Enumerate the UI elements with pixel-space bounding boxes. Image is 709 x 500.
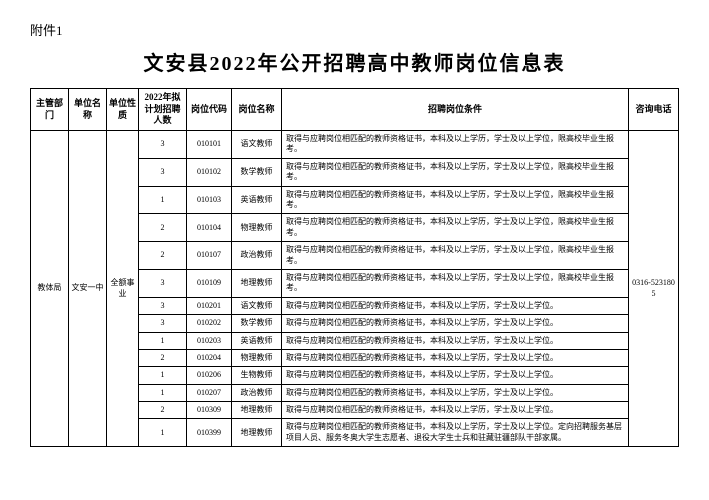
hdr-req: 招聘岗位条件 <box>282 89 629 131</box>
cell-name: 英语教师 <box>232 186 282 214</box>
table-row: 教体局文安一中全额事业3010101语文教师取得与应聘岗位相匹配的教师资格证书，… <box>31 131 679 159</box>
cell-req: 取得与应聘岗位相匹配的教师资格证书，本科及以上学历，学士及以上学位。定向招聘服务… <box>282 419 629 447</box>
table-header-row: 主管部门 单位名称 单位性质 2022年拟计划招聘人数 岗位代码 岗位名称 招聘… <box>31 89 679 131</box>
recruitment-table: 主管部门 单位名称 单位性质 2022年拟计划招聘人数 岗位代码 岗位名称 招聘… <box>30 88 679 447</box>
cell-count: 3 <box>139 131 187 159</box>
cell-code: 010201 <box>187 297 232 314</box>
cell-name: 政治教师 <box>232 242 282 270</box>
hdr-name: 岗位名称 <box>232 89 282 131</box>
cell-count: 2 <box>139 242 187 270</box>
cell-name: 数学教师 <box>232 315 282 332</box>
hdr-code: 岗位代码 <box>187 89 232 131</box>
cell-nature: 全额事业 <box>107 131 139 447</box>
cell-code: 010202 <box>187 315 232 332</box>
cell-count: 1 <box>139 332 187 349</box>
table-body: 教体局文安一中全额事业3010101语文教师取得与应聘岗位相匹配的教师资格证书，… <box>31 131 679 447</box>
cell-count: 3 <box>139 315 187 332</box>
cell-code: 010207 <box>187 384 232 401</box>
hdr-phone: 咨询电话 <box>629 89 679 131</box>
cell-req: 取得与应聘岗位相匹配的教师资格证书，本科及以上学历，学士及以上学位。 <box>282 402 629 419</box>
cell-count: 2 <box>139 214 187 242</box>
cell-req: 取得与应聘岗位相匹配的教师资格证书，本科及以上学历，学士及以上学位，限高校毕业生… <box>282 186 629 214</box>
cell-req: 取得与应聘岗位相匹配的教师资格证书，本科及以上学历，学士及以上学位。 <box>282 315 629 332</box>
cell-code: 010206 <box>187 367 232 384</box>
cell-req: 取得与应聘岗位相匹配的教师资格证书，本科及以上学历，学士及以上学位。 <box>282 384 629 401</box>
cell-code: 010399 <box>187 419 232 447</box>
page-title: 文安县2022年公开招聘高中教师岗位信息表 <box>30 47 679 76</box>
cell-req: 取得与应聘岗位相匹配的教师资格证书，本科及以上学历，学士及以上学位。 <box>282 332 629 349</box>
cell-req: 取得与应聘岗位相匹配的教师资格证书，本科及以上学历，学士及以上学位。 <box>282 297 629 314</box>
cell-code: 010204 <box>187 349 232 366</box>
cell-name: 政治教师 <box>232 384 282 401</box>
cell-req: 取得与应聘岗位相匹配的教师资格证书，本科及以上学历，学士及以上学位，限高校毕业生… <box>282 158 629 186</box>
hdr-unit: 单位名称 <box>69 89 107 131</box>
cell-code: 010101 <box>187 131 232 159</box>
cell-req: 取得与应聘岗位相匹配的教师资格证书，本科及以上学历，学士及以上学位，限高校毕业生… <box>282 269 629 297</box>
cell-count: 2 <box>139 402 187 419</box>
cell-code: 010103 <box>187 186 232 214</box>
cell-name: 地理教师 <box>232 402 282 419</box>
cell-req: 取得与应聘岗位相匹配的教师资格证书，本科及以上学历，学士及以上学位，限高校毕业生… <box>282 242 629 270</box>
cell-name: 数学教师 <box>232 158 282 186</box>
cell-count: 3 <box>139 158 187 186</box>
cell-count: 1 <box>139 367 187 384</box>
cell-count: 1 <box>139 419 187 447</box>
cell-name: 地理教师 <box>232 419 282 447</box>
cell-name: 物理教师 <box>232 349 282 366</box>
cell-code: 010104 <box>187 214 232 242</box>
hdr-nature: 单位性质 <box>107 89 139 131</box>
cell-req: 取得与应聘岗位相匹配的教师资格证书，本科及以上学历，学士及以上学位。 <box>282 367 629 384</box>
cell-count: 3 <box>139 297 187 314</box>
cell-name: 物理教师 <box>232 214 282 242</box>
cell-code: 010109 <box>187 269 232 297</box>
cell-req: 取得与应聘岗位相匹配的教师资格证书，本科及以上学历，学士及以上学位。 <box>282 349 629 366</box>
cell-code: 010309 <box>187 402 232 419</box>
cell-name: 生物教师 <box>232 367 282 384</box>
cell-code: 010203 <box>187 332 232 349</box>
cell-unit: 文安一中 <box>69 131 107 447</box>
cell-phone: 0316-5231805 <box>629 131 679 447</box>
cell-req: 取得与应聘岗位相匹配的教师资格证书，本科及以上学历，学士及以上学位，限高校毕业生… <box>282 131 629 159</box>
cell-count: 1 <box>139 186 187 214</box>
cell-count: 1 <box>139 384 187 401</box>
cell-name: 英语教师 <box>232 332 282 349</box>
attachment-label: 附件1 <box>30 20 679 39</box>
hdr-dept: 主管部门 <box>31 89 69 131</box>
cell-code: 010107 <box>187 242 232 270</box>
hdr-count: 2022年拟计划招聘人数 <box>139 89 187 131</box>
cell-count: 2 <box>139 349 187 366</box>
cell-name: 语文教师 <box>232 297 282 314</box>
cell-name: 语文教师 <box>232 131 282 159</box>
cell-req: 取得与应聘岗位相匹配的教师资格证书，本科及以上学历，学士及以上学位，限高校毕业生… <box>282 214 629 242</box>
cell-count: 3 <box>139 269 187 297</box>
cell-dept: 教体局 <box>31 131 69 447</box>
cell-code: 010102 <box>187 158 232 186</box>
cell-name: 地理教师 <box>232 269 282 297</box>
